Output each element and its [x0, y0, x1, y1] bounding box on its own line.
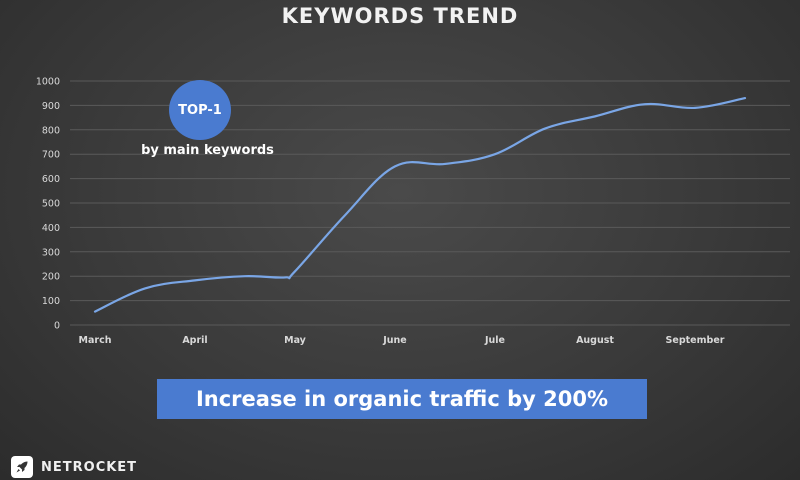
y-tick-label: 0 — [54, 321, 60, 332]
series-line-0 — [93, 96, 747, 313]
x-axis: March April May June Jule August September — [79, 335, 725, 346]
x-tick-label: September — [666, 335, 725, 346]
y-tick-label: 100 — [42, 296, 60, 307]
x-tick-label: April — [182, 335, 207, 346]
chart-title: KEYWORDS TREND — [281, 4, 519, 28]
top1-badge: TOP-1 — [169, 80, 231, 140]
brand-name: NETROCKET — [41, 459, 138, 475]
series-lines — [93, 96, 747, 313]
y-tick-label: 500 — [42, 199, 60, 210]
y-tick-label: 400 — [42, 223, 60, 234]
rocket-icon — [11, 456, 33, 478]
badge-label: TOP-1 — [178, 102, 222, 118]
y-tick-label: 800 — [42, 125, 60, 136]
x-tick-label: August — [576, 335, 614, 346]
x-tick-label: May — [284, 335, 307, 346]
brand-logo: NETROCKET — [11, 455, 137, 479]
x-tick-label: March — [79, 335, 112, 346]
y-tick-label: 200 — [42, 272, 60, 283]
x-tick-label: Jule — [484, 335, 505, 346]
x-tick-label: June — [382, 335, 407, 346]
badge-subtitle: by main keywords — [141, 143, 274, 158]
traffic-banner: Increase in organic traffic by 200% — [157, 379, 647, 419]
y-tick-label: 1000 — [36, 77, 60, 88]
y-axis: 0 100 200 300 400 500 600 700 800 900 1000 — [36, 77, 60, 332]
y-tick-label: 600 — [42, 174, 60, 185]
y-tick-label: 300 — [42, 247, 60, 258]
y-tick-label: 900 — [42, 101, 60, 112]
y-tick-label: 700 — [42, 150, 60, 161]
banner-text: Increase in organic traffic by 200% — [195, 387, 609, 411]
